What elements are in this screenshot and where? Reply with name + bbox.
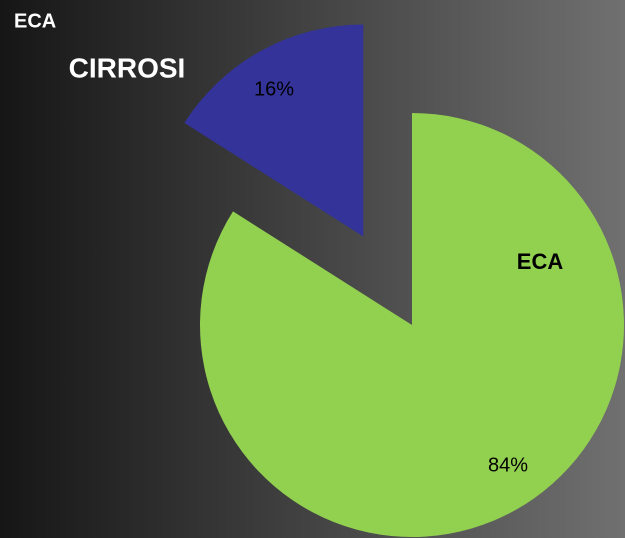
category-label: ECA — [517, 249, 564, 274]
category-label: CIRROSI — [69, 52, 186, 83]
pie-slice — [184, 24, 364, 237]
chart-title: ECA — [14, 10, 56, 32]
value-label: 16% — [254, 78, 294, 100]
pie-slice — [200, 113, 624, 537]
value-label: 84% — [488, 454, 528, 476]
